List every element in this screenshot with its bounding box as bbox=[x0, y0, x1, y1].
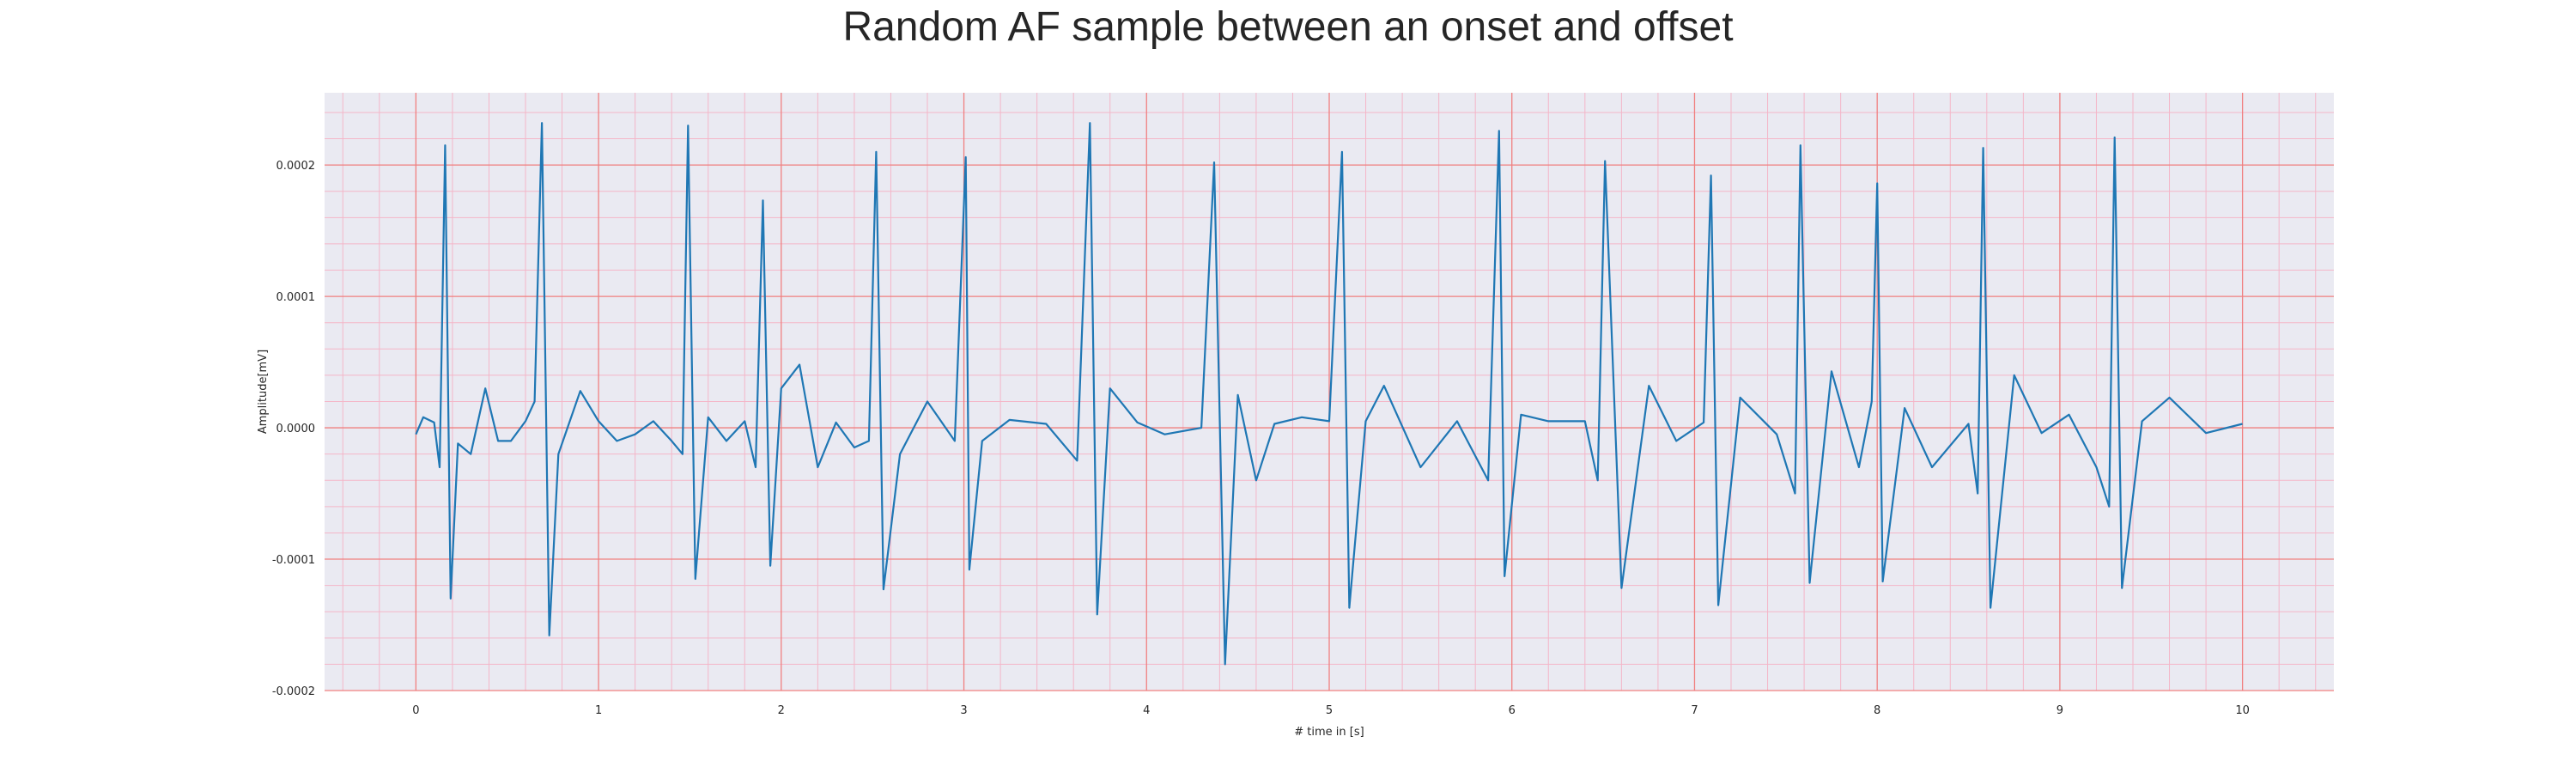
y-tick-label: 0.0001 bbox=[276, 291, 316, 304]
major-grid bbox=[325, 93, 2334, 691]
x-tick-label: 7 bbox=[1691, 704, 1698, 717]
x-tick-label: 6 bbox=[1509, 704, 1516, 717]
x-axis-label: # time in [s] bbox=[1294, 726, 1364, 739]
y-axis-label: Amplitude[mV] bbox=[257, 350, 270, 434]
y-tick-label: 0.0002 bbox=[276, 160, 316, 173]
x-tick-label: 1 bbox=[595, 704, 602, 717]
signal-line bbox=[415, 122, 2243, 666]
x-tick-label: 5 bbox=[1326, 704, 1333, 717]
y-tick-label: -0.0002 bbox=[272, 685, 315, 698]
x-tick-label: 8 bbox=[1874, 704, 1880, 717]
x-tick-label: 10 bbox=[2235, 704, 2250, 717]
y-tick-label: -0.0001 bbox=[272, 554, 315, 567]
y-axis-ticks: -0.0002 -0.0001 0.0000 0.0001 0.0002 bbox=[272, 160, 315, 698]
x-tick-label: 3 bbox=[960, 704, 967, 717]
x-tick-label: 9 bbox=[2057, 704, 2063, 717]
x-tick-label: 0 bbox=[412, 704, 419, 717]
y-tick-label: 0.0000 bbox=[276, 423, 316, 435]
x-tick-label: 4 bbox=[1143, 704, 1150, 717]
x-axis-ticks: 0 1 2 3 4 5 6 7 8 9 10 bbox=[412, 704, 2250, 717]
x-tick-label: 2 bbox=[778, 704, 785, 717]
chart-title: Random AF sample between an onset and of… bbox=[842, 4, 1734, 50]
